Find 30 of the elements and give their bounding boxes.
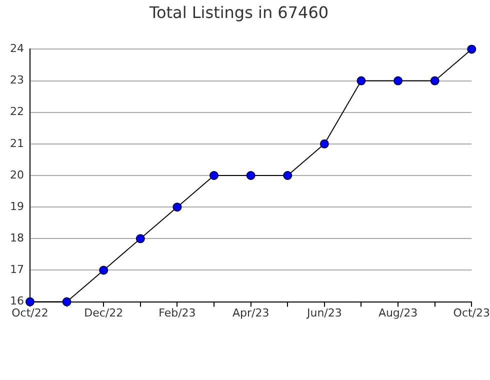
x-tick-label: Oct/23: [453, 306, 490, 320]
point: [25, 297, 34, 306]
y-tick-label: 20: [10, 168, 24, 182]
y-tick-label: 17: [10, 263, 24, 276]
point: [430, 76, 440, 86]
point: [62, 297, 72, 306]
x-tick-label: Dec/22: [84, 306, 124, 320]
point: [467, 44, 476, 54]
point: [136, 234, 145, 244]
y-tick-label: 16: [10, 294, 24, 308]
x-tick-label: Apr/23: [232, 306, 270, 320]
point: [210, 171, 219, 180]
x-tick-label: Oct/22: [12, 306, 48, 320]
point: [246, 171, 256, 180]
point: [172, 202, 182, 212]
point: [394, 76, 403, 86]
point: [283, 171, 292, 180]
y-tick-label: 21: [10, 136, 24, 150]
point: [320, 139, 329, 148]
y-tick-label: 19: [10, 200, 24, 213]
x-tick-label: Jun/23: [306, 306, 342, 320]
point: [356, 76, 366, 86]
y-tick-label: 23: [10, 74, 24, 87]
x-tick-label: Feb/23: [158, 306, 196, 320]
chart-title: Total Listings in 67460: [148, 2, 329, 22]
x-tick-label: Aug/23: [378, 306, 418, 320]
y-tick-label: 24: [10, 42, 24, 56]
y-tick-label: 18: [10, 232, 24, 245]
point: [99, 266, 108, 275]
y-tick-label: 22: [10, 105, 24, 118]
